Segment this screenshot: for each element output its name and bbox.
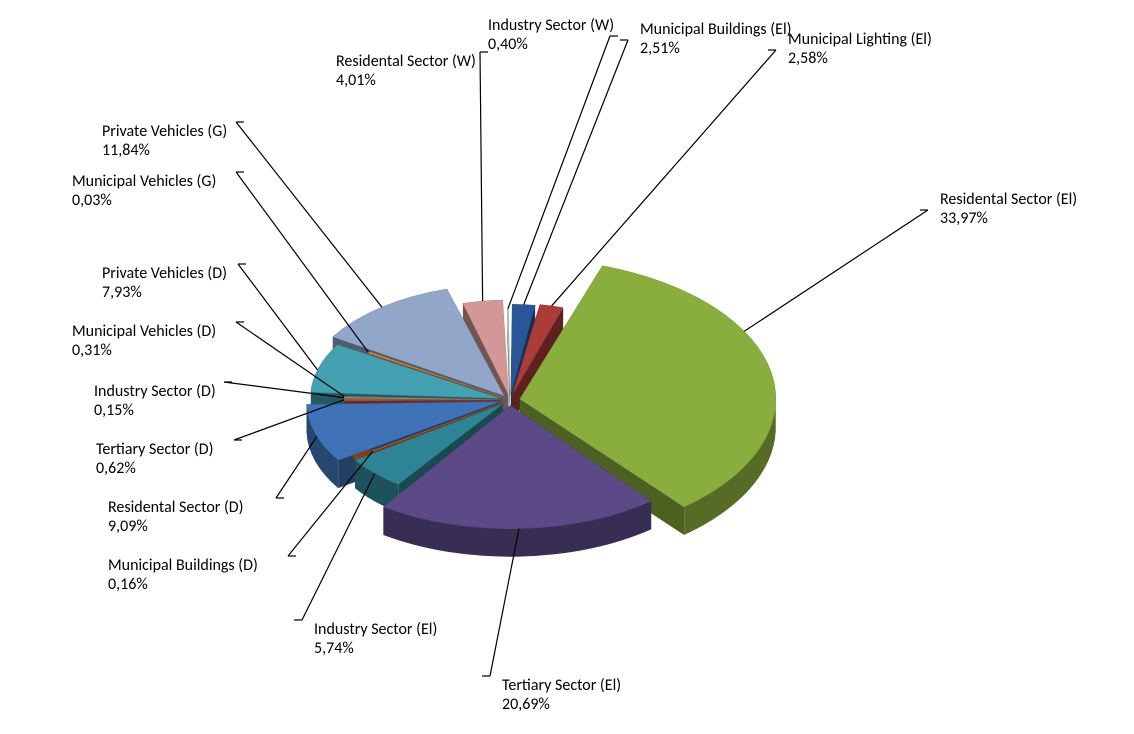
leader-line xyxy=(552,50,776,306)
slice-label-pct: 0,03% xyxy=(72,191,216,210)
leader-line xyxy=(524,40,628,305)
slice-label-text: Industry Sector (D) xyxy=(94,382,216,401)
slice-label: Tertiary Sector (D)0,62% xyxy=(96,440,213,478)
slice-label-text: Municipal Vehicles (G) xyxy=(72,172,216,191)
slice-label-pct: 7,93% xyxy=(102,283,227,302)
chart-svg xyxy=(0,0,1134,734)
leader-line xyxy=(508,36,610,309)
slice-label: Industry Sector (W)0,40% xyxy=(488,16,614,54)
slice-label: Residental Sector (W)4,01% xyxy=(336,52,476,90)
slice-label-text: Residental Sector (D) xyxy=(108,498,244,517)
slice-label-pct: 0,40% xyxy=(488,35,614,54)
slice-label-text: Residental Sector (El) xyxy=(940,190,1077,209)
leader-line xyxy=(302,473,375,620)
slice-label-pct: 0,15% xyxy=(94,401,216,420)
slice-label: Municipal Lighting (El)2,58% xyxy=(788,30,932,68)
slice-label-pct: 2,58% xyxy=(788,49,932,68)
slice-label: Residental Sector (El)33,97% xyxy=(940,190,1077,228)
leader-line xyxy=(238,264,318,370)
slice-label: Tertiary Sector (El)20,69% xyxy=(502,676,621,714)
slice-label-text: Private Vehicles (D) xyxy=(102,264,227,283)
slice-label-pct: 33,97% xyxy=(940,209,1077,228)
slice-label: Private Vehicles (G)11,84% xyxy=(102,122,227,160)
leader-line xyxy=(276,436,317,498)
leader-line xyxy=(744,210,928,331)
slice-label-text: Tertiary Sector (El) xyxy=(502,676,621,695)
slice-label-pct: 0,16% xyxy=(108,575,258,594)
slice-label-text: Municipal Buildings (D) xyxy=(108,556,258,575)
slice-label: Municipal Vehicles (D)0,31% xyxy=(72,322,216,360)
slice-label: Residental Sector (D)9,09% xyxy=(108,498,244,536)
slice-label-text: Private Vehicles (G) xyxy=(102,122,227,141)
leader-line xyxy=(236,122,382,307)
leader-line xyxy=(236,172,368,352)
slice-label-text: Municipal Vehicles (D) xyxy=(72,322,216,341)
slice-label-pct: 4,01% xyxy=(336,71,476,90)
slice-label: Private Vehicles (D)7,93% xyxy=(102,264,227,302)
slice-label: Industry Sector (D)0,15% xyxy=(94,382,216,420)
slice-label-pct: 0,62% xyxy=(96,459,213,478)
slice-label-pct: 20,69% xyxy=(502,695,621,714)
slice-label-text: Industry Sector (W) xyxy=(488,16,614,35)
pie-chart-3d: Municipal Buildings (El)2,51%Municipal L… xyxy=(0,0,1134,734)
slice-label-text: Municipal Lighting (El) xyxy=(788,30,932,49)
slice-label: Industry Sector (El)5,74% xyxy=(314,620,437,658)
slice-label-pct: 2,51% xyxy=(640,39,792,58)
slice-label-pct: 0,31% xyxy=(72,341,216,360)
slice-label-pct: 9,09% xyxy=(108,517,244,536)
slice-label-text: Residental Sector (W) xyxy=(336,52,476,71)
leader-line xyxy=(480,52,483,301)
slice-label: Municipal Buildings (D)0,16% xyxy=(108,556,258,594)
slice-label-text: Municipal Buildings (El) xyxy=(640,20,792,39)
slice-label-text: Industry Sector (El) xyxy=(314,620,437,639)
slice-label-pct: 11,84% xyxy=(102,141,227,160)
slice-label-pct: 5,74% xyxy=(314,639,437,658)
slice-label-text: Tertiary Sector (D) xyxy=(96,440,213,459)
slice-label: Municipal Vehicles (G)0,03% xyxy=(72,172,216,210)
slice-label: Municipal Buildings (El)2,51% xyxy=(640,20,792,58)
